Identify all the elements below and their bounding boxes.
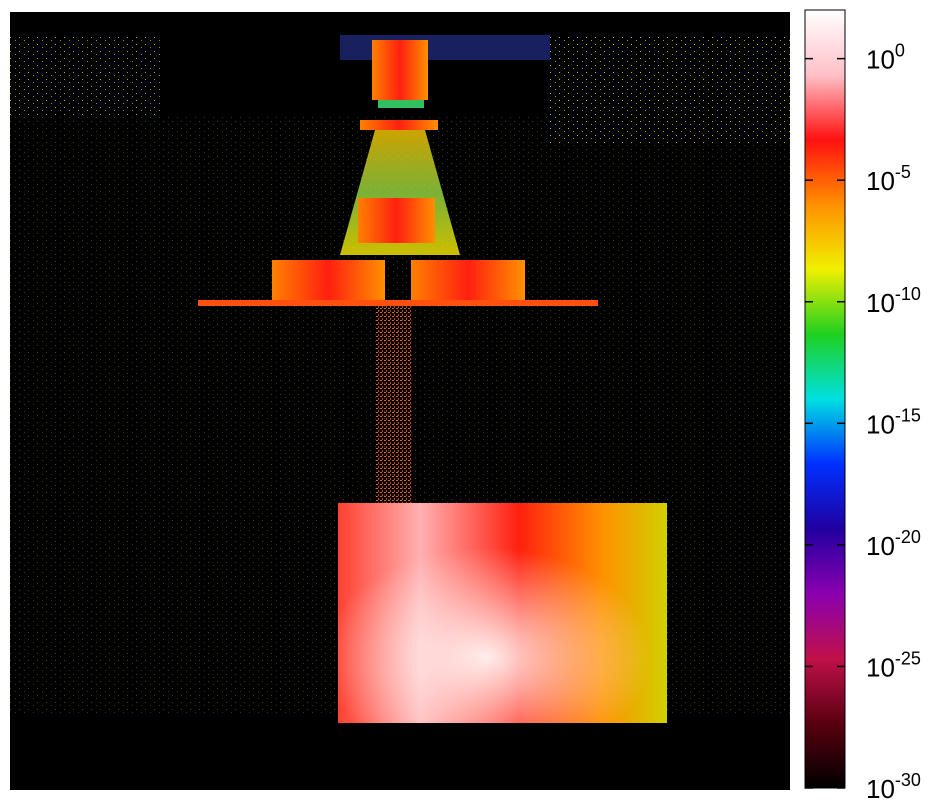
tick-base: 10	[866, 45, 895, 75]
colorbar-tick-label: 100	[866, 41, 905, 75]
colorbar-bar	[804, 9, 846, 789]
colorbar-tick-label: 10-20	[866, 527, 921, 561]
colorbar-tick-label: 10-10	[866, 284, 921, 318]
tick-base: 10	[866, 652, 895, 682]
tick-base: 10	[866, 531, 895, 561]
tick-base: 10	[866, 288, 895, 318]
colorbar-tick-label: 10-25	[866, 648, 921, 682]
tick-exponent: -25	[895, 648, 921, 668]
tick-exponent: 0	[895, 41, 905, 61]
tick-exponent: -30	[895, 770, 921, 790]
colorbar-tick-label: 10-30	[866, 770, 921, 803]
tick-exponent: -5	[895, 162, 911, 182]
tick-base: 10	[866, 774, 895, 803]
heatmap-image	[10, 12, 790, 790]
tick-base: 10	[866, 409, 895, 439]
tick-base: 10	[866, 166, 895, 196]
tick-exponent: -20	[895, 527, 921, 547]
colorbar-tick-label: 10-5	[866, 162, 911, 196]
colorbar-tick-label: 10-15	[866, 405, 921, 439]
tick-exponent: -15	[895, 405, 921, 425]
tick-exponent: -10	[895, 284, 921, 304]
